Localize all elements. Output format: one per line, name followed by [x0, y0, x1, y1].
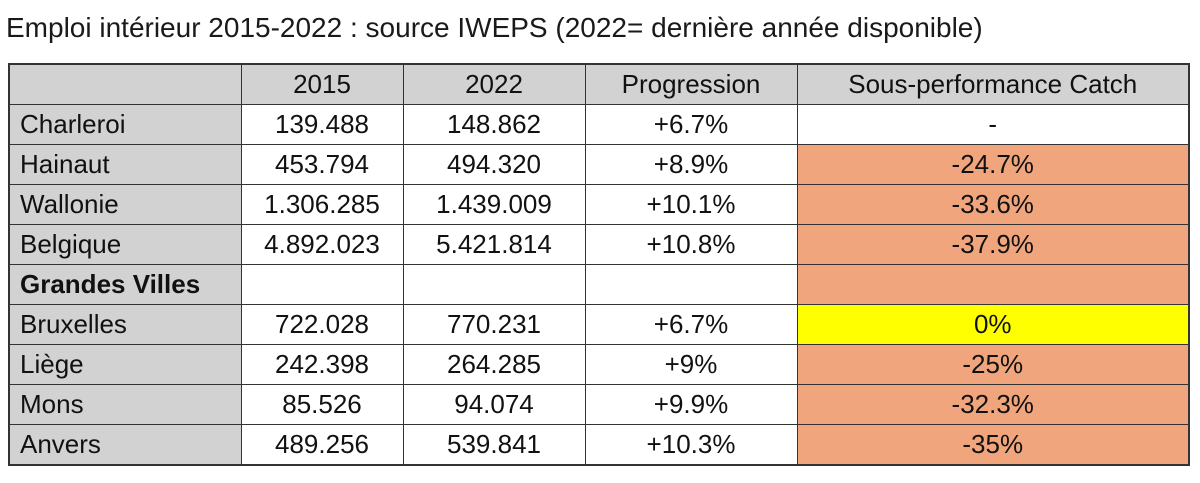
- cell-2015: 489.256: [240, 424, 404, 466]
- cell-2015: [240, 264, 404, 305]
- table-row: Grandes Villes: [8, 264, 1190, 305]
- cell-2015: 139.488: [240, 104, 404, 145]
- header-progression: Progression: [584, 63, 798, 105]
- row-label: Hainaut: [8, 144, 242, 185]
- table-header: 2015 2022 Progression Sous-performance C…: [8, 63, 1190, 105]
- cell-2015: 4.892.023: [240, 224, 404, 265]
- table-row: Charleroi 139.488 148.862 +6.7% -: [8, 104, 1190, 145]
- table-row: Mons 85.526 94.074 +9.9% -32.3%: [8, 384, 1190, 425]
- row-label: Mons: [8, 384, 242, 425]
- header-row: 2015 2022 Progression Sous-performance C…: [8, 63, 1190, 105]
- cell-catch: -35%: [796, 424, 1190, 466]
- cell-progression: +6.7%: [584, 304, 798, 345]
- cell-2022: 148.862: [402, 104, 586, 145]
- table-row: Bruxelles 722.028 770.231 +6.7% 0%: [8, 304, 1190, 345]
- table-row: Belgique 4.892.023 5.421.814 +10.8% -37.9%: [8, 224, 1190, 265]
- cell-progression: +8.9%: [584, 144, 798, 185]
- row-label: Liège: [8, 344, 242, 385]
- table-row: Hainaut 453.794 494.320 +8.9% -24.7%: [8, 144, 1190, 185]
- cell-progression: +10.3%: [584, 424, 798, 466]
- row-label: Bruxelles: [8, 304, 242, 345]
- cell-2022: 264.285: [402, 344, 586, 385]
- cell-2015: 453.794: [240, 144, 404, 185]
- header-2022: 2022: [402, 63, 586, 105]
- cell-2022: 5.421.814: [402, 224, 586, 265]
- page: Emploi intérieur 2015-2022 : source IWEP…: [6, 12, 1190, 466]
- cell-2022: 770.231: [402, 304, 586, 345]
- row-label: Wallonie: [8, 184, 242, 225]
- cell-2015: 85.526: [240, 384, 404, 425]
- row-label: Grandes Villes: [8, 264, 242, 305]
- cell-catch: -32.3%: [796, 384, 1190, 425]
- cell-catch: -33.6%: [796, 184, 1190, 225]
- cell-catch: [796, 264, 1190, 305]
- cell-progression: +9.9%: [584, 384, 798, 425]
- employment-table: 2015 2022 Progression Sous-performance C…: [8, 63, 1190, 466]
- cell-2015: 722.028: [240, 304, 404, 345]
- cell-2022: 539.841: [402, 424, 586, 466]
- header-catch: Sous-performance Catch: [796, 63, 1190, 105]
- cell-catch: -24.7%: [796, 144, 1190, 185]
- header-empty: [8, 63, 242, 105]
- cell-2015: 1.306.285: [240, 184, 404, 225]
- table-row: Wallonie 1.306.285 1.439.009 +10.1% -33.6%: [8, 184, 1190, 225]
- cell-catch: 0%: [796, 304, 1190, 345]
- row-label: Belgique: [8, 224, 242, 265]
- cell-2022: 494.320: [402, 144, 586, 185]
- page-title: Emploi intérieur 2015-2022 : source IWEP…: [6, 12, 983, 43]
- cell-2022: [402, 264, 586, 305]
- row-label: Charleroi: [8, 104, 242, 145]
- cell-progression: +10.8%: [584, 224, 798, 265]
- cell-catch: -37.9%: [796, 224, 1190, 265]
- cell-catch: -: [796, 104, 1190, 145]
- cell-progression: +6.7%: [584, 104, 798, 145]
- cell-catch: -25%: [796, 344, 1190, 385]
- table-row: Liège 242.398 264.285 +9% -25%: [8, 344, 1190, 385]
- cell-2015: 242.398: [240, 344, 404, 385]
- cell-progression: [584, 264, 798, 305]
- cell-2022: 94.074: [402, 384, 586, 425]
- table-body: Charleroi 139.488 148.862 +6.7% - Hainaut 453.…: [8, 104, 1190, 466]
- row-label: Anvers: [8, 424, 242, 466]
- cell-progression: +9%: [584, 344, 798, 385]
- cell-progression: +10.1%: [584, 184, 798, 225]
- header-2015: 2015: [240, 63, 404, 105]
- cell-2022: 1.439.009: [402, 184, 586, 225]
- table-row: Anvers 489.256 539.841 +10.3% -35%: [8, 424, 1190, 466]
